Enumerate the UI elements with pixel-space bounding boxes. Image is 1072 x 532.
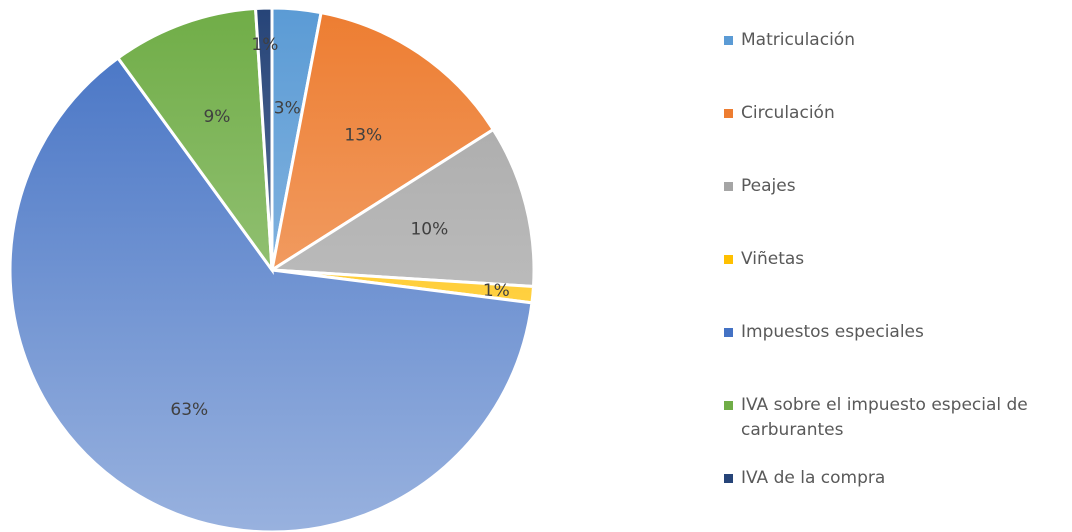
legend-item: IVA sobre el impuesto especial de carbur… xyxy=(724,393,1064,443)
data-label: 10% xyxy=(410,220,448,240)
pie-slice xyxy=(8,55,534,532)
legend-swatch xyxy=(724,401,733,410)
data-label: 1% xyxy=(251,35,278,55)
data-label: 13% xyxy=(344,126,382,146)
legend-swatch xyxy=(724,109,733,118)
legend-label: Matriculación xyxy=(741,30,855,50)
legend-swatch xyxy=(724,255,733,264)
legend-label: Viñetas xyxy=(741,249,805,269)
pie-slice xyxy=(269,10,496,274)
legend-item: IVA de la compra xyxy=(724,466,1064,491)
legend-item: Viñetas xyxy=(724,247,1064,272)
pie-slice xyxy=(115,6,274,276)
legend-swatch xyxy=(724,36,733,45)
legend-swatch xyxy=(724,474,733,483)
legend-item: Matriculación xyxy=(724,28,1064,53)
legend-label: Circulación xyxy=(741,103,835,123)
legend-item: Peajes xyxy=(724,174,1064,199)
legend-item: Impuestos especiales xyxy=(724,320,1064,345)
legend-label: Impuestos especiales xyxy=(741,322,924,342)
legend-swatch xyxy=(724,182,733,191)
legend-item: Circulación xyxy=(724,101,1064,126)
legend-label: Peajes xyxy=(741,176,796,196)
data-label: 3% xyxy=(274,98,301,118)
data-label: 63% xyxy=(170,400,208,420)
legend-label: IVA de la compra xyxy=(741,468,886,488)
pie-slice xyxy=(253,6,274,271)
data-label: 9% xyxy=(203,107,230,127)
legend-label: IVA sobre el impuesto especial de carbur… xyxy=(741,395,1028,440)
legend-swatch xyxy=(724,328,733,337)
pie-slice xyxy=(267,127,536,289)
